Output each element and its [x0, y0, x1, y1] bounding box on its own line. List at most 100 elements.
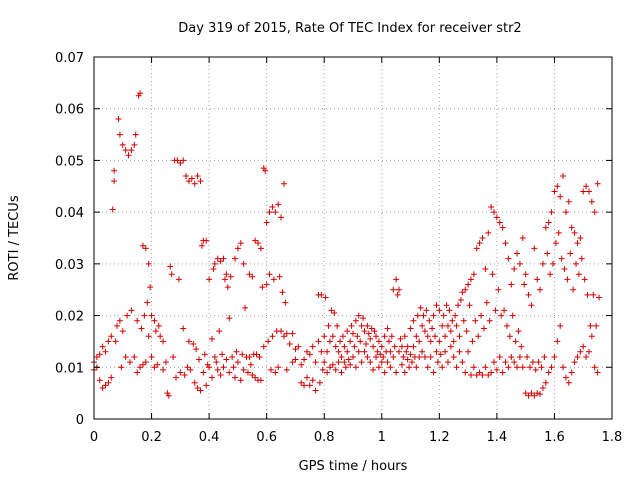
data-point [351, 343, 358, 350]
y-tick-label: 0.06 [55, 103, 84, 118]
data-point [522, 271, 529, 278]
data-point [373, 333, 380, 340]
data-point [381, 369, 388, 376]
data-point [482, 364, 489, 371]
data-point [354, 333, 361, 340]
x-tick-label: 1 [378, 430, 386, 445]
data-point [355, 348, 362, 355]
data-point [473, 372, 480, 379]
data-point [269, 203, 276, 210]
data-point [341, 359, 348, 366]
data-point [255, 240, 262, 247]
data-point [463, 328, 470, 335]
data-point [321, 359, 328, 366]
data-point [421, 328, 428, 335]
data-point [338, 353, 345, 360]
data-point [394, 291, 401, 298]
data-point [214, 255, 221, 262]
data-point [358, 359, 365, 366]
data-point [279, 289, 286, 296]
data-point [531, 245, 538, 252]
data-point [370, 343, 377, 350]
data-point [488, 203, 495, 210]
data-point [393, 369, 400, 376]
data-point [568, 369, 575, 376]
data-point [437, 351, 444, 358]
data-point [591, 209, 598, 216]
data-point [475, 333, 482, 340]
data-point [213, 359, 220, 366]
data-point [329, 361, 336, 368]
data-point [111, 167, 118, 174]
data-point [577, 235, 584, 241]
data-point [292, 346, 299, 353]
data-point [318, 291, 325, 298]
data-point [358, 322, 365, 329]
data-point [427, 338, 434, 345]
data-point [384, 359, 391, 366]
data-point [185, 338, 192, 345]
data-point [211, 260, 218, 267]
data-point [139, 361, 146, 368]
data-point [440, 312, 447, 319]
data-point [306, 382, 313, 389]
data-point [181, 372, 188, 379]
data-point [416, 353, 423, 360]
data-point [489, 271, 496, 278]
data-point [462, 286, 469, 293]
x-tick-label: 0.8 [314, 430, 335, 445]
data-point [390, 353, 397, 360]
data-point [160, 338, 167, 345]
data-point [501, 307, 508, 314]
data-point [516, 260, 523, 267]
data-point [384, 325, 391, 332]
data-point [453, 322, 460, 329]
data-point [574, 240, 581, 247]
data-point [542, 224, 549, 231]
data-point [131, 353, 138, 360]
data-point [164, 390, 171, 397]
data-point [525, 291, 532, 298]
data-point [413, 364, 420, 371]
data-point [577, 348, 584, 355]
data-point [332, 366, 339, 373]
data-point [211, 353, 218, 360]
data-point [312, 387, 319, 394]
data-point [555, 229, 562, 236]
data-point [272, 369, 279, 376]
data-point [226, 369, 233, 376]
data-point [462, 369, 469, 376]
data-point [334, 322, 341, 329]
data-point [516, 353, 523, 360]
data-point [511, 359, 518, 366]
data-point [350, 353, 356, 360]
data-point [257, 245, 264, 252]
data-point [191, 180, 198, 187]
data-point [321, 333, 328, 340]
data-point [280, 180, 287, 187]
data-point [201, 351, 208, 358]
data-point [539, 384, 546, 391]
data-point [177, 369, 184, 376]
data-point [326, 338, 333, 345]
data-point [151, 364, 158, 371]
data-point [167, 263, 174, 270]
data-point [537, 286, 544, 293]
data-point [426, 317, 433, 324]
data-point [456, 348, 463, 355]
data-point [476, 369, 483, 376]
data-point [267, 366, 274, 373]
data-point [203, 237, 210, 244]
data-point [596, 294, 603, 301]
data-point [177, 160, 184, 167]
data-point [526, 364, 533, 371]
data-point [335, 348, 342, 355]
data-point [503, 322, 510, 329]
data-point [590, 291, 597, 298]
x-tick-label: 0.6 [256, 430, 277, 445]
data-point [275, 201, 282, 208]
data-point [482, 266, 489, 273]
data-point [585, 348, 592, 355]
data-point [280, 333, 287, 340]
data-point [483, 299, 490, 306]
